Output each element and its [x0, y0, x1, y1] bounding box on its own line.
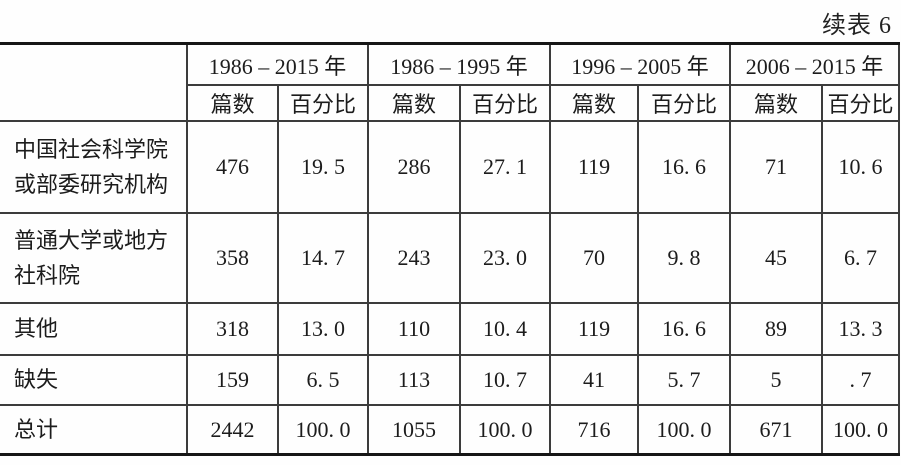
table-caption: 续表 6: [822, 13, 892, 39]
table-cell: 13. 3: [821, 302, 901, 356]
table-cell: 6. 5: [276, 354, 370, 406]
table-cell: 100. 0: [637, 404, 732, 456]
table-cell: 119: [549, 120, 640, 214]
row-label: 普通大学或地方社科院: [0, 212, 188, 304]
table-cell: 23. 0: [459, 212, 552, 304]
table-row-other: 其他 318 13. 0 110 10. 4 119 16. 6 89 13. …: [0, 302, 901, 356]
header-row-measures: 篇数 百分比 篇数 百分比 篇数 百分比 篇数 百分比: [0, 84, 901, 122]
colgroup-1996-2005: 1996 – 2005 年: [549, 42, 732, 86]
subheader-count-3: 篇数: [549, 84, 640, 122]
colgroup-1986-2015: 1986 – 2015 年: [185, 42, 370, 86]
table-row-university: 普通大学或地方社科院 358 14. 7 243 23. 0 70 9. 8 4…: [0, 212, 901, 304]
table-corner-cell: [0, 42, 188, 122]
table-cell: 45: [729, 212, 824, 304]
subheader-count-1: 篇数: [187, 84, 279, 122]
table-cell: 671: [729, 404, 824, 456]
table-row-total: 总计 2442 100. 0 1055 100. 0 716 100. 0 67…: [0, 404, 901, 456]
subheader-percent-4: 百分比: [821, 84, 901, 122]
colgroup-1986-1995: 1986 – 1995 年: [367, 42, 552, 86]
table-cell: 110: [367, 302, 462, 356]
table-row-cass: 中国社会科学院或部委研究机构 476 19. 5 286 27. 1 119 1…: [0, 120, 901, 214]
row-label: 缺失: [0, 354, 188, 406]
statistics-table: 1986 – 2015 年 1986 – 1995 年 1996 – 2005 …: [0, 42, 901, 456]
table-cell: 16. 6: [637, 120, 732, 214]
table-cell: 100. 0: [276, 404, 370, 456]
table-cell: 27. 1: [459, 120, 552, 214]
table-cell: 119: [549, 302, 640, 356]
table-cell: 358: [186, 212, 279, 304]
subheader-percent-2: 百分比: [459, 84, 552, 122]
table-cell: 476: [186, 120, 279, 214]
table-cell: 716: [549, 404, 640, 456]
table-row-missing: 缺失 159 6. 5 113 10. 7 41 5. 7 5 . 7: [0, 354, 901, 406]
table-cell: 2442: [186, 404, 279, 456]
table-cell: 5: [729, 354, 824, 406]
subheader-percent-1: 百分比: [276, 84, 370, 122]
table-cell: 100. 0: [459, 404, 552, 456]
row-label: 中国社会科学院或部委研究机构: [0, 120, 188, 214]
table-cell: 10. 6: [821, 120, 901, 214]
table-cell: 71: [729, 120, 824, 214]
table-cell: 5. 7: [637, 354, 732, 406]
table-cell: 41: [549, 354, 640, 406]
header-row-years: 1986 – 2015 年 1986 – 1995 年 1996 – 2005 …: [0, 42, 901, 122]
table-cell: 13. 0: [276, 302, 370, 356]
table-cell: 113: [367, 354, 462, 406]
table-cell: . 7: [821, 354, 901, 406]
table-cell: 6. 7: [821, 212, 901, 304]
table-cell: 318: [186, 302, 279, 356]
subheader-count-4: 篇数: [729, 84, 824, 122]
table-cell: 100. 0: [821, 404, 901, 456]
colgroup-2006-2015: 2006 – 2015 年: [729, 42, 901, 86]
table-cell: 89: [729, 302, 824, 356]
table-cell: 243: [367, 212, 462, 304]
table-cell: 19. 5: [276, 120, 370, 214]
table-cell: 16. 6: [637, 302, 732, 356]
row-label: 总计: [0, 404, 188, 456]
table-cell: 10. 7: [459, 354, 552, 406]
table-cell: 10. 4: [459, 302, 552, 356]
table-cell: 14. 7: [276, 212, 370, 304]
subheader-count-2: 篇数: [367, 84, 462, 122]
row-label: 其他: [0, 302, 188, 356]
subheader-percent-3: 百分比: [637, 84, 732, 122]
table-cell: 1055: [367, 404, 462, 456]
table-cell: 9. 8: [637, 212, 732, 304]
table-cell: 159: [186, 354, 279, 406]
table-cell: 70: [549, 212, 640, 304]
table-cell: 286: [367, 120, 462, 214]
